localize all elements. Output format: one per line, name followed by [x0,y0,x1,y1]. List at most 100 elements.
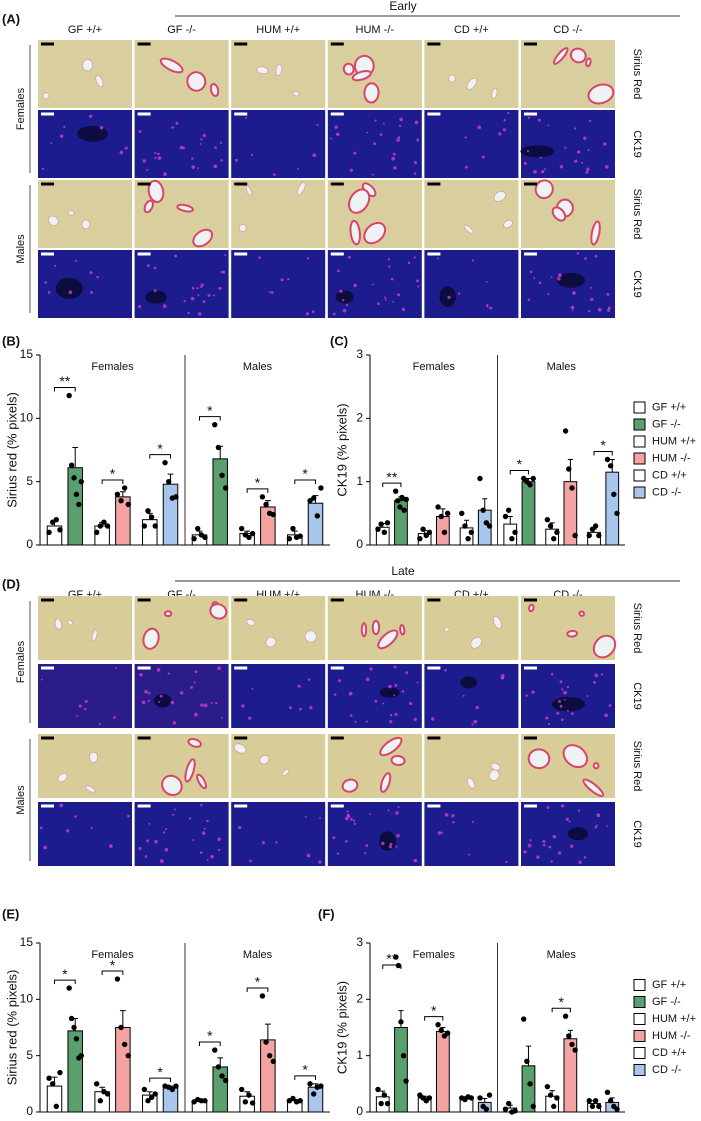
stain [413,161,418,165]
significance-bracket [54,387,76,392]
data-point [118,1024,124,1031]
stain [268,290,271,293]
data-point [191,535,197,542]
stain [481,155,485,159]
bar [260,1039,276,1113]
y-tick-label: 5 [26,1048,33,1062]
bar [605,471,620,546]
significance-label: * [157,440,163,456]
stain [297,684,301,688]
stain [529,270,533,274]
stain [559,680,563,684]
stain [59,803,64,808]
group-label: Females [15,87,27,130]
stain [157,156,162,160]
stain [162,304,167,308]
vessel [463,224,475,235]
legend-swatch [633,469,646,482]
data-point [78,478,84,485]
vessel [77,125,108,142]
data-point [562,1013,569,1019]
data-point [219,1073,225,1079]
data-point [435,504,441,510]
stain [153,289,157,293]
stain [377,302,380,306]
stain [306,853,311,858]
stain [200,138,203,141]
stain [217,837,221,841]
bar [435,1030,450,1113]
column-header: HUM +/+ [256,24,300,36]
data-point [148,1094,155,1101]
stain [220,159,223,162]
data-point [527,482,533,488]
stain [289,706,293,710]
significance-label: * [207,402,213,418]
stain [349,168,354,172]
significance-label: ** [386,469,397,485]
vessel [379,831,397,851]
stain [559,165,564,169]
data-point [468,1095,475,1101]
data-point [239,1086,245,1093]
legend-swatch [633,435,646,448]
vessel [557,272,585,288]
stain [416,279,419,283]
row-label: Sirius Red [631,189,643,240]
stain [475,705,479,710]
stain [552,835,557,839]
micrograph-bg [521,664,615,728]
stain [576,150,581,154]
group-label: Females [15,640,27,683]
vessel [534,179,554,200]
vessel [265,636,277,648]
data-point [148,514,155,520]
stain [502,128,506,132]
stain [224,254,227,257]
stain [387,258,391,261]
data-point [426,1095,433,1101]
stain [307,678,311,681]
column-header: CD -/- [553,24,583,36]
stain [194,670,198,674]
stain [365,844,369,848]
significance-label: * [302,1062,308,1078]
stain [546,806,550,809]
stain [200,803,203,807]
data-point [438,513,444,520]
data-point [290,1095,296,1102]
vessel [492,615,502,630]
micrograph-bg [424,250,519,318]
y-tick-label: 0 [26,537,33,551]
stain [556,711,560,715]
stain [146,168,149,172]
micrograph-bg [134,110,229,178]
y-tick-label: 1 [356,1048,363,1062]
stain [78,704,82,708]
stain [560,804,565,808]
data-point [173,494,179,500]
data-point [544,1083,551,1090]
stain [339,289,343,293]
stain [59,134,64,138]
vessel [349,219,361,246]
stain [337,269,340,273]
stain [138,846,142,851]
micrograph-bg [327,802,422,866]
stain [485,280,488,283]
data-point [547,1092,554,1098]
micrograph-bg [231,180,326,248]
stain [210,854,214,859]
vessel [360,622,368,638]
micrograph-bg [327,664,422,728]
data-point [486,523,493,529]
data-point [270,1058,276,1065]
vessel [363,221,387,245]
stain [349,714,353,717]
row-label: Sirius Red [631,741,643,792]
stain [558,700,561,703]
stain [180,691,184,695]
micrograph-bg [38,180,132,248]
stain [193,681,196,684]
